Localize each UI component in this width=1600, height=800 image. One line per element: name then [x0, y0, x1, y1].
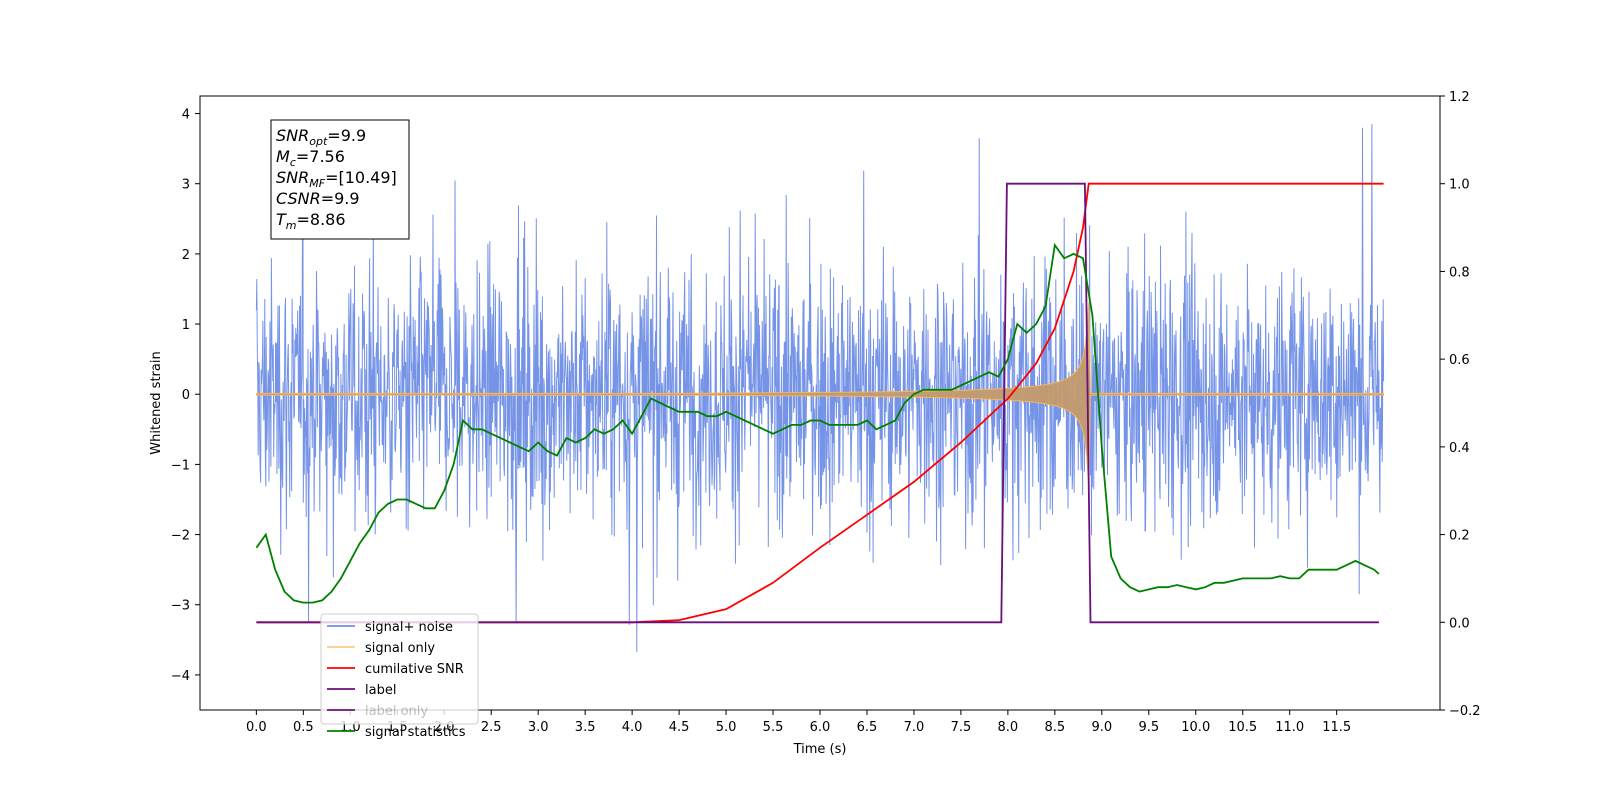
annotation-line: SNRMF=[10.49] [276, 168, 397, 190]
annotation-line: CSNR=9.9 [276, 189, 360, 208]
y-left-tick-label: 4 [182, 108, 190, 123]
x-tick-label: 5.0 [716, 720, 737, 735]
y-left-tick-label: −4 [171, 669, 190, 684]
y-axis-label: Whitened strain [149, 351, 164, 454]
signal-only-line [255, 302, 1385, 486]
legend-label: signal+ noise [365, 620, 453, 635]
y-left-tick-label: 2 [182, 248, 190, 263]
x-tick-label: 6.5 [857, 720, 878, 735]
plot-data-layer [255, 124, 1385, 652]
legend-label: signal statistics [365, 725, 466, 740]
y-right-tick-label: 0.2 [1449, 529, 1470, 544]
signal-noise-line [255, 124, 1385, 652]
y-left-tick-label: 0 [182, 388, 190, 403]
y-left-tick-label: −1 [171, 458, 190, 473]
y-right-tick-label: 0.0 [1449, 616, 1470, 631]
x-tick-label: 0.5 [293, 720, 314, 735]
y-left-tick-label: 3 [182, 178, 190, 193]
x-tick-label: 4.0 [622, 720, 643, 735]
x-tick-label: 4.5 [669, 720, 690, 735]
y-right-tick-label: 0.4 [1449, 441, 1470, 456]
legend-label: cumilative SNR [365, 662, 464, 677]
signal-statistics-line [255, 242, 1380, 604]
axes-layer: 0.0 0.5 1.0 1.5 2.0 2.5 3.0 3.5 4.0 4.5 5.0 5.5 6.0 6… [171, 90, 1481, 735]
x-axis-label: Time (s) [793, 742, 847, 757]
annotation-line: Tm=8.86 [276, 210, 346, 232]
y-left-tick-label: 1 [182, 318, 190, 333]
x-tick-label: 3.5 [575, 720, 596, 735]
x-tick-label: 9.5 [1138, 720, 1159, 735]
x-tick-label: 10.5 [1228, 720, 1257, 735]
annotation-line: Mc=7.56 [276, 147, 345, 169]
x-tick-label: 7.0 [904, 720, 925, 735]
cumulative-snr-line [256, 182, 1384, 624]
annotation-frame [270, 119, 410, 240]
x-tick-label: 8.5 [1045, 720, 1066, 735]
x-tick-label: 11.0 [1275, 720, 1304, 735]
legend-label: label only [365, 704, 428, 719]
x-tick-label: 8.0 [998, 720, 1019, 735]
y-right-tick-label: 0.8 [1449, 265, 1470, 280]
y-left-tick-label: −3 [171, 599, 190, 614]
y-left-tick-label: −2 [171, 529, 190, 544]
y-right-tick-label: −0.2 [1449, 704, 1481, 719]
legend-frame [320, 613, 479, 725]
legend-label: label [365, 683, 396, 698]
x-tick-label: 2.5 [481, 720, 502, 735]
x-tick-label: 10.0 [1181, 720, 1210, 735]
x-tick-label: 3.0 [528, 720, 549, 735]
legend: signal+ noise signal only cumilative SNR la… [320, 613, 479, 740]
legend-label: signal only [365, 641, 435, 656]
x-tick-label: 0.0 [246, 720, 267, 735]
label-line [256, 182, 1379, 624]
x-tick-label: 7.5 [951, 720, 972, 735]
x-tick-label: 11.5 [1322, 720, 1351, 735]
x-tick-label: 9.0 [1091, 720, 1112, 735]
y-right-tick-label: 1.2 [1449, 90, 1470, 105]
y-right-tick-label: 1.0 [1449, 178, 1470, 193]
annotation-line: SNRopt=9.9 [276, 126, 366, 148]
y-right-tick-label: 0.6 [1449, 353, 1470, 368]
x-tick-label: 6.0 [810, 720, 831, 735]
x-tick-label: 5.5 [763, 720, 784, 735]
